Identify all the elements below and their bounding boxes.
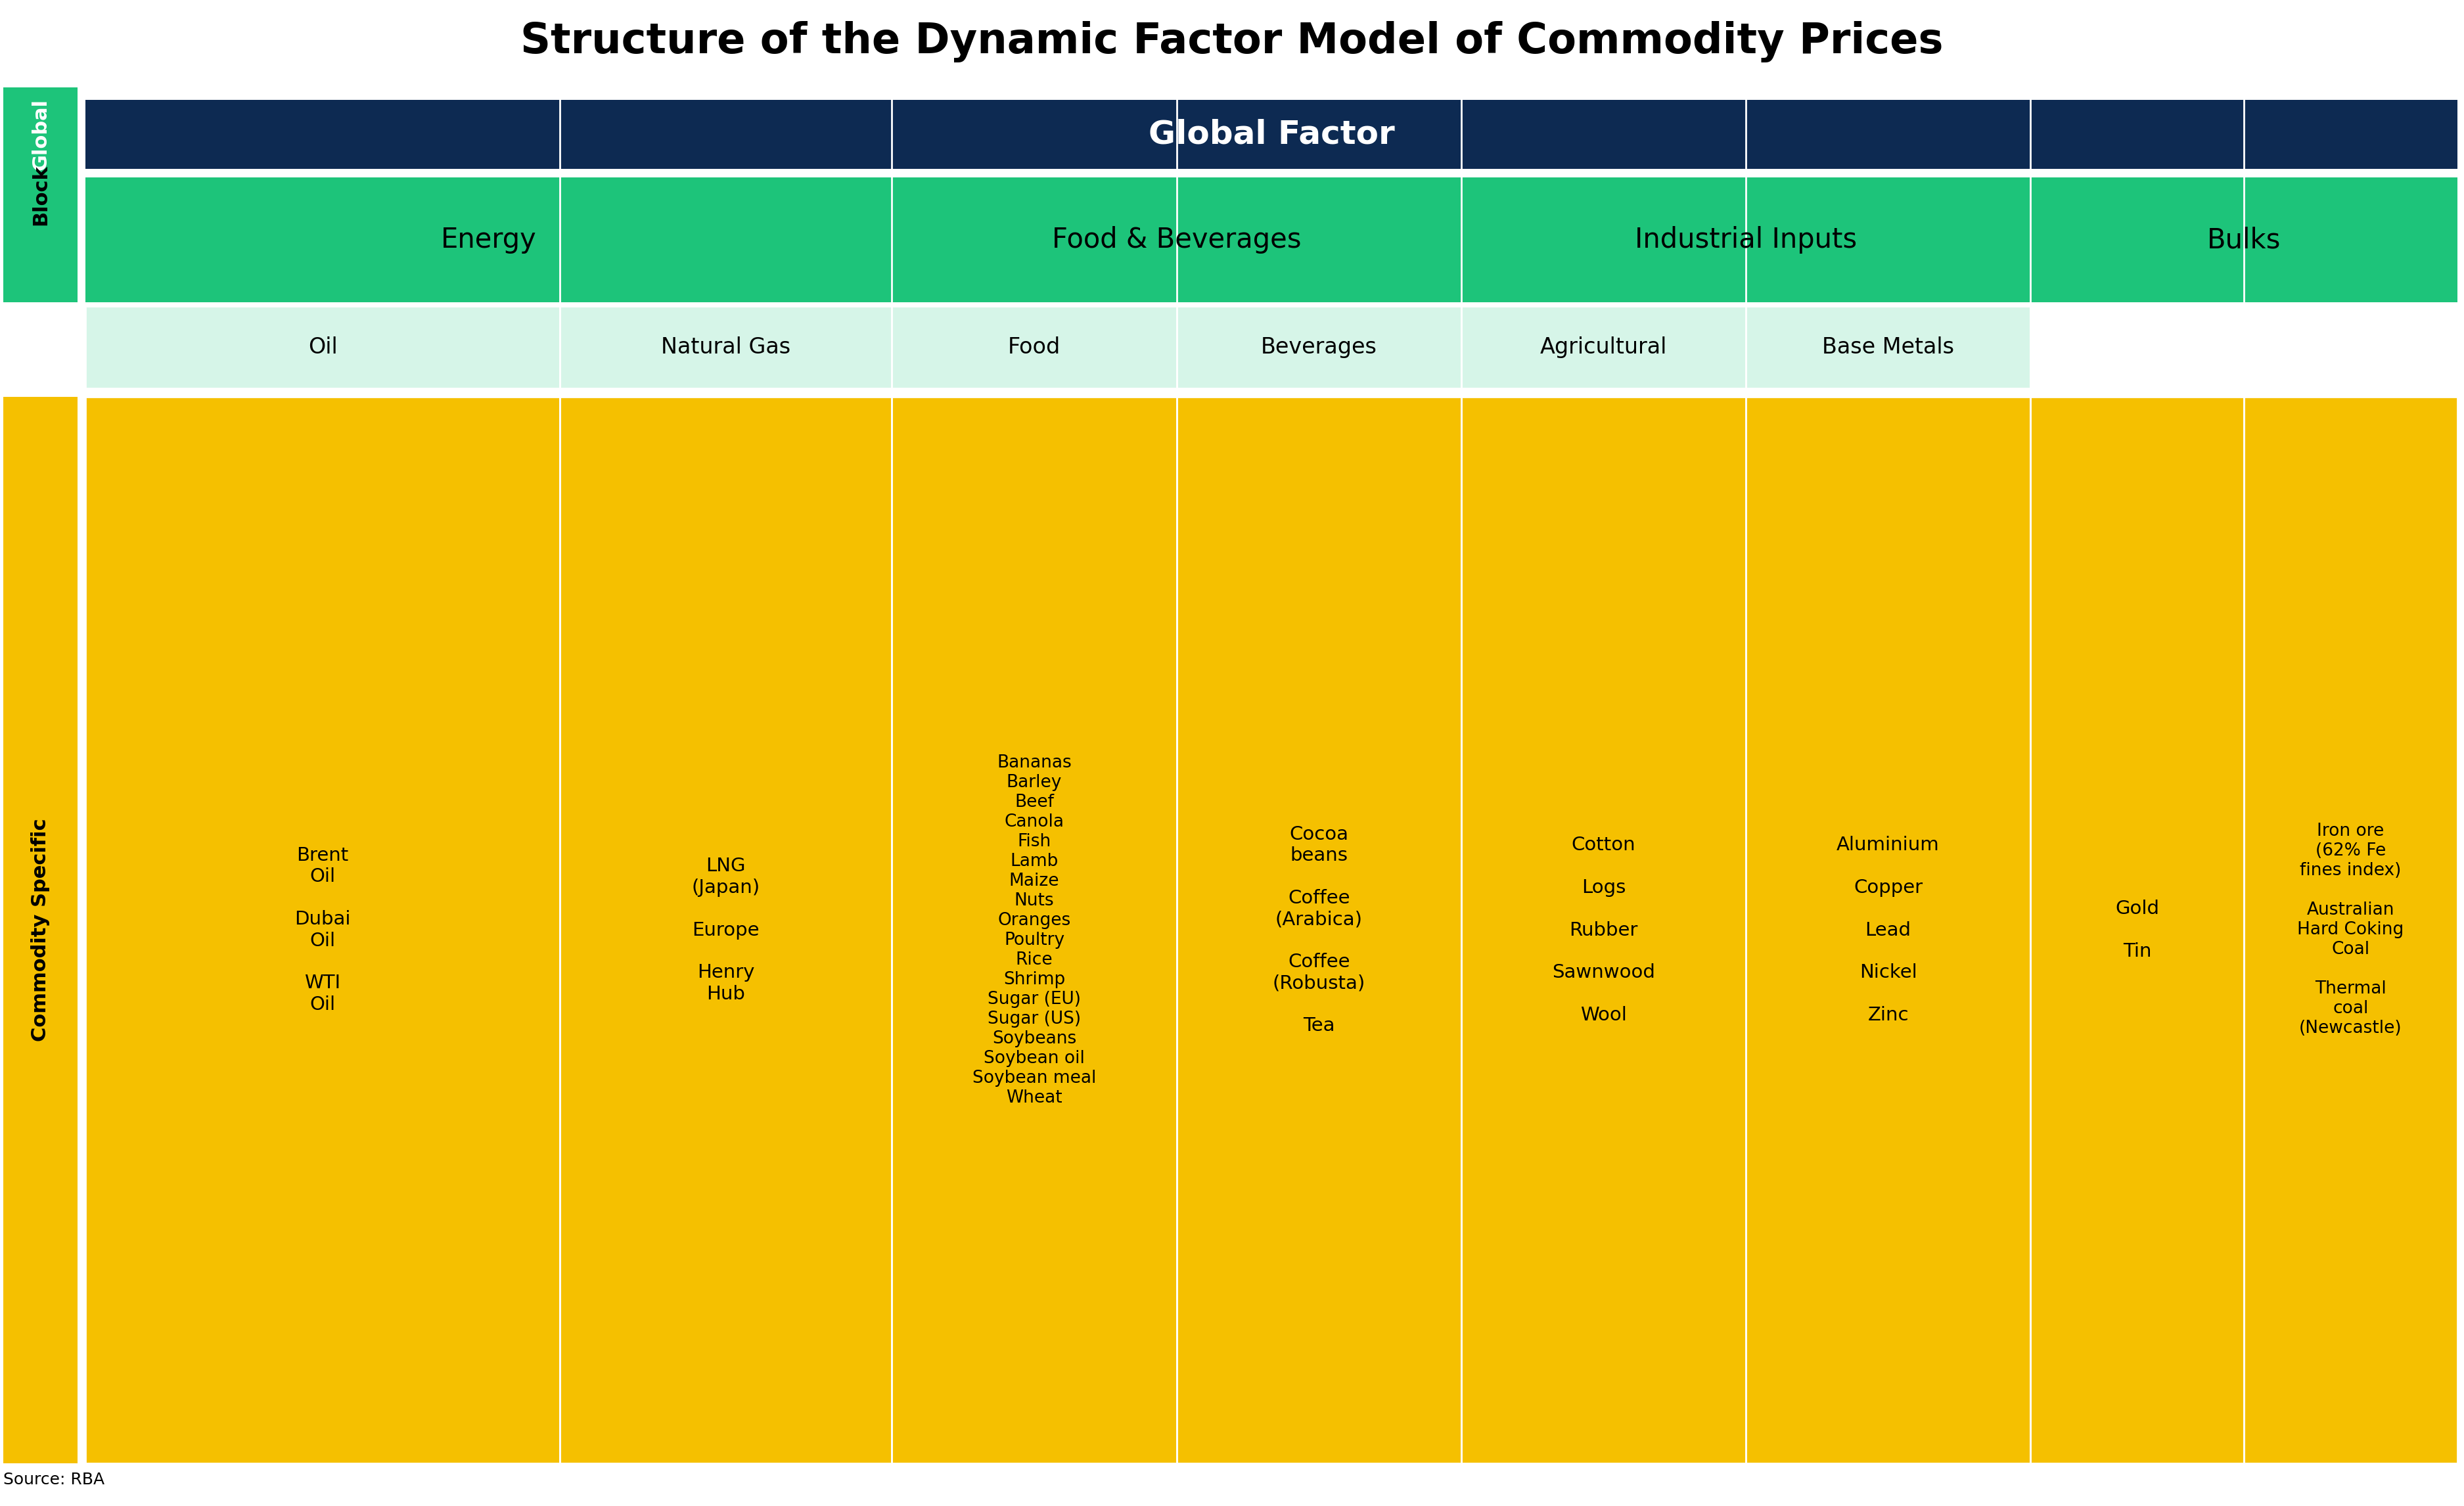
FancyBboxPatch shape — [2030, 178, 2457, 303]
Text: Bulks: Bulks — [2208, 226, 2282, 253]
Text: Natural Gas: Natural Gas — [660, 336, 791, 358]
Text: Global Factor: Global Factor — [1148, 119, 1395, 151]
Text: Gold

Tin: Gold Tin — [2114, 899, 2158, 961]
Text: Food & Beverages: Food & Beverages — [1052, 226, 1301, 253]
Text: Source: RBA: Source: RBA — [2, 1471, 103, 1488]
Text: Cotton

Logs

Rubber

Sawnwood

Wool: Cotton Logs Rubber Sawnwood Wool — [1552, 836, 1656, 1024]
FancyBboxPatch shape — [892, 398, 1175, 1464]
FancyBboxPatch shape — [2245, 398, 2457, 1464]
FancyBboxPatch shape — [86, 306, 559, 389]
FancyBboxPatch shape — [892, 178, 1461, 303]
FancyBboxPatch shape — [559, 398, 892, 1464]
FancyBboxPatch shape — [1175, 306, 1461, 389]
FancyBboxPatch shape — [86, 178, 892, 303]
Text: Oil: Oil — [308, 336, 338, 358]
Text: Aluminium

Copper

Lead

Nickel

Zinc: Aluminium Copper Lead Nickel Zinc — [1836, 836, 1939, 1024]
FancyBboxPatch shape — [2030, 398, 2245, 1464]
Text: Base Metals: Base Metals — [1821, 336, 1954, 358]
Text: Beverages: Beverages — [1262, 336, 1377, 358]
Text: Bananas
Barley
Beef
Canola
Fish
Lamb
Maize
Nuts
Oranges
Poultry
Rice
Shrimp
Suga: Bananas Barley Beef Canola Fish Lamb Mai… — [973, 755, 1096, 1107]
FancyBboxPatch shape — [1175, 398, 1461, 1464]
Text: Cocoa
beans

Coffee
(Arabica)

Coffee
(Robusta)

Tea: Cocoa beans Coffee (Arabica) Coffee (Rob… — [1271, 825, 1365, 1035]
Text: Food: Food — [1008, 336, 1060, 358]
FancyBboxPatch shape — [86, 99, 2457, 169]
FancyBboxPatch shape — [1461, 306, 1747, 389]
FancyBboxPatch shape — [2, 87, 76, 303]
Text: Brent
Oil

Dubai
Oil

WTI
Oil: Brent Oil Dubai Oil WTI Oil — [296, 846, 350, 1014]
Text: Commodity Specific: Commodity Specific — [32, 818, 49, 1042]
Text: Block: Block — [32, 164, 49, 226]
Text: Energy: Energy — [441, 226, 537, 253]
FancyBboxPatch shape — [86, 398, 559, 1464]
FancyBboxPatch shape — [2, 398, 76, 1464]
Text: Iron ore
(62% Fe
fines index)

Australian
Hard Coking
Coal

Thermal
coal
(Newcas: Iron ore (62% Fe fines index) Australian… — [2296, 822, 2405, 1038]
FancyBboxPatch shape — [1461, 178, 2030, 303]
FancyBboxPatch shape — [1747, 306, 2030, 389]
FancyBboxPatch shape — [892, 306, 1175, 389]
Text: Agricultural: Agricultural — [1540, 336, 1668, 358]
Text: LNG
(Japan)

Europe

Henry
Hub: LNG (Japan) Europe Henry Hub — [692, 857, 759, 1003]
FancyBboxPatch shape — [559, 306, 892, 389]
Text: Industrial Inputs: Industrial Inputs — [1634, 226, 1858, 253]
Text: Global: Global — [32, 98, 49, 170]
FancyBboxPatch shape — [1461, 398, 1747, 1464]
Text: Structure of the Dynamic Factor Model of Commodity Prices: Structure of the Dynamic Factor Model of… — [520, 21, 1944, 62]
FancyBboxPatch shape — [2, 99, 76, 169]
FancyBboxPatch shape — [1747, 398, 2030, 1464]
